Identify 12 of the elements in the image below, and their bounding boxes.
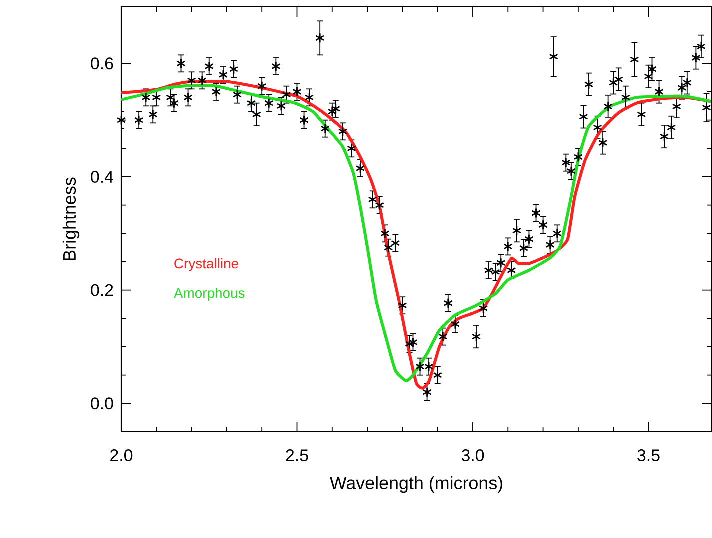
y-tick-label: 0.0 — [91, 398, 114, 410]
x-tick-label: 3.5 — [638, 450, 660, 462]
x-axis-title: Wavelength (microns) — [330, 476, 502, 494]
text: Crystalline — [174, 258, 238, 272]
x-tick-label: 2.0 — [110, 450, 133, 462]
y-tick-label: 0.6 — [91, 58, 114, 70]
x-tick-label: 2.5 — [286, 450, 308, 462]
y-tick-label: 0.2 — [91, 284, 114, 296]
text: Amorphous — [174, 288, 245, 301]
y-axis-title: Brightness — [62, 178, 80, 260]
x-tick-label: 3.0 — [462, 450, 484, 462]
y-tick-label: 0.4 — [91, 171, 114, 183]
